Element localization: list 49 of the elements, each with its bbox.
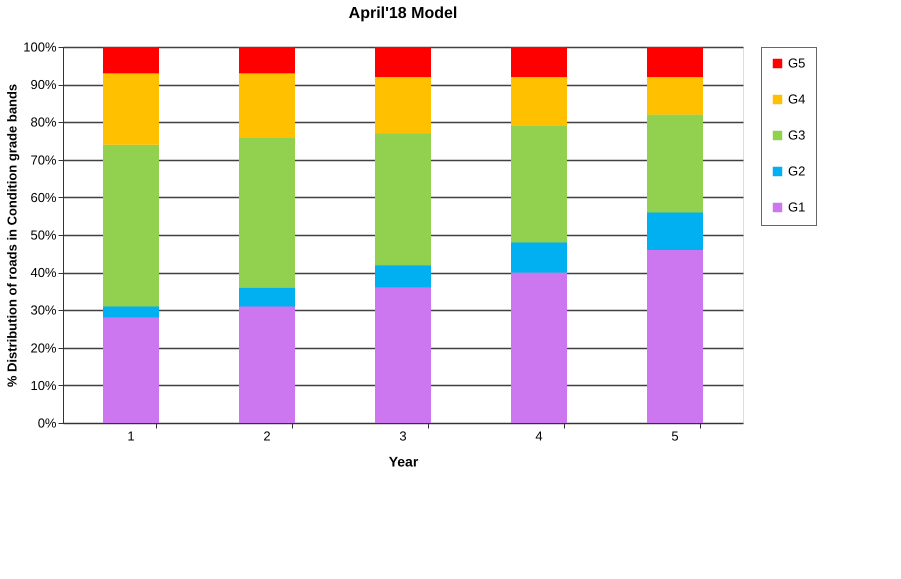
bar (647, 77, 703, 115)
bar (647, 114, 703, 212)
y-tick-label: 90% (30, 77, 57, 92)
bar (511, 272, 567, 423)
bar (511, 126, 567, 243)
y-tick-label: 60% (30, 190, 57, 205)
bar (375, 265, 431, 288)
legend-label: G3 (788, 128, 806, 142)
bar (647, 250, 703, 423)
chart-title: April'18 Model (348, 5, 458, 22)
legend-label: G4 (788, 92, 806, 106)
bar (511, 242, 567, 273)
bar (647, 212, 703, 250)
bar (103, 306, 159, 318)
bar (103, 318, 159, 423)
bar (239, 288, 295, 306)
bar (511, 47, 567, 78)
legend-label: G5 (788, 56, 806, 70)
y-tick-label: 70% (30, 152, 57, 168)
legend-label: G2 (788, 164, 806, 178)
x-tick-label: 5 (671, 428, 679, 444)
y-axis-title: % Distribution of roads in Condition grade bands (4, 84, 20, 388)
y-tick-label: 30% (30, 302, 57, 318)
x-tick-label: 1 (127, 428, 135, 444)
y-tick-label: 80% (30, 114, 57, 130)
x-tick-label: 4 (535, 428, 543, 444)
bar (239, 137, 295, 288)
x-tick-label: 3 (399, 428, 407, 444)
bar (647, 47, 703, 78)
bar (103, 47, 159, 74)
bar (375, 288, 431, 423)
bar (239, 73, 295, 138)
y-tick-label: 40% (30, 265, 57, 280)
bar (103, 73, 159, 145)
bar (511, 77, 567, 126)
legend-label: G1 (788, 200, 806, 214)
y-tick-label: 20% (30, 340, 57, 356)
y-tick-label: 10% (30, 378, 57, 393)
bar (239, 47, 295, 74)
y-tick-label: 0% (38, 416, 57, 430)
y-tick-label: 100% (23, 40, 57, 54)
bar (375, 47, 431, 78)
bar (103, 144, 159, 306)
x-axis-title: Year (388, 454, 419, 470)
bar (375, 77, 431, 134)
x-tick-label: 2 (263, 428, 271, 444)
y-tick-label: 50% (30, 228, 57, 242)
bar (375, 133, 431, 266)
bar (239, 306, 295, 423)
